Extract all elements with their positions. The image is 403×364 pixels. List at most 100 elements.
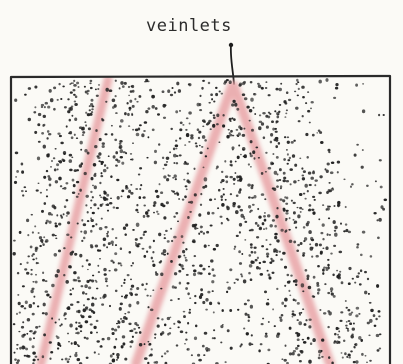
stipple-dot — [248, 205, 252, 209]
stipple-dot — [201, 145, 204, 148]
stipple-dot — [265, 114, 269, 118]
stipple-dot — [248, 119, 251, 122]
stipple-dot — [223, 82, 227, 85]
stipple-dot — [243, 327, 246, 330]
stipple-dot — [90, 229, 93, 233]
stipple-dot — [110, 124, 113, 127]
stipple-dot — [42, 124, 45, 127]
stipple-dot — [82, 131, 86, 134]
stipple-dot — [193, 255, 197, 258]
stipple-dot — [122, 151, 126, 154]
stipple-dot — [247, 183, 251, 187]
stipple-dot — [236, 278, 239, 281]
stipple-dot — [100, 345, 103, 348]
stipple-dot — [178, 269, 182, 273]
stipple-dot — [213, 337, 216, 340]
stipple-dot — [345, 228, 349, 233]
stipple-dot — [34, 130, 38, 134]
stipple-dot — [243, 97, 248, 101]
stipple-dot — [77, 309, 81, 314]
stipple-dot — [302, 95, 305, 99]
stipple-dot — [297, 81, 300, 84]
stipple-dot — [101, 142, 105, 145]
stipple-dot — [277, 142, 281, 145]
stipple-dot — [114, 138, 118, 142]
stipple-dot — [288, 289, 291, 293]
stipple-dot — [228, 132, 231, 135]
stipple-dot — [96, 155, 100, 158]
stipple-dot — [228, 80, 232, 85]
stipple-dot — [308, 359, 312, 364]
stipple-dot — [120, 81, 124, 85]
stipple-dot — [132, 128, 135, 131]
stipple-dot — [291, 154, 296, 158]
stipple-dot — [182, 310, 186, 313]
stipple-dot — [88, 315, 92, 319]
stipple-dot — [125, 317, 128, 320]
stipple-dot — [154, 333, 157, 336]
stipple-dot — [190, 136, 194, 140]
stipple-dot — [286, 280, 291, 284]
stipple-dot — [101, 145, 105, 148]
stipple-dot — [111, 227, 114, 231]
stipple-dot — [93, 185, 97, 190]
stipple-dot — [91, 279, 95, 283]
stipple-dot — [227, 218, 230, 222]
stipple-dot — [97, 84, 101, 86]
stipple-dot — [146, 294, 149, 297]
stipple-dot — [137, 326, 141, 329]
stipple-dot — [261, 222, 265, 226]
stipple-dot — [292, 211, 296, 215]
stipple-dot — [118, 142, 122, 145]
stipple-dot — [166, 350, 169, 353]
stipple-dot — [328, 233, 331, 236]
stipple-dot — [73, 341, 77, 346]
stipple-dot — [293, 240, 297, 244]
stipple-dot — [69, 131, 73, 135]
stipple-dot — [226, 134, 230, 139]
stipple-dot — [144, 357, 148, 360]
stipple-dot — [128, 94, 131, 97]
stipple-dot — [128, 106, 132, 110]
stipple-dot — [232, 177, 236, 181]
stipple-dot — [275, 138, 279, 142]
stipple-dot — [258, 126, 262, 131]
stipple-dot — [20, 304, 24, 308]
stipple-dot — [134, 322, 138, 326]
stipple-dot — [275, 145, 279, 149]
stipple-dot — [174, 178, 177, 181]
stipple-dot — [278, 250, 281, 253]
stipple-dot — [244, 312, 248, 316]
stipple-dot — [104, 133, 108, 136]
stipple-dot — [56, 347, 60, 350]
stipple-dot — [267, 348, 271, 352]
stipple-dot — [316, 281, 320, 286]
stipple-dot — [247, 319, 250, 322]
stipple-dot — [249, 304, 254, 309]
stipple-dot — [179, 121, 183, 125]
stipple-dot — [263, 214, 266, 218]
stipple-dot — [134, 128, 139, 132]
stipple-dot — [358, 336, 362, 340]
stipple-dot — [63, 152, 66, 156]
stipple-dot — [288, 217, 291, 220]
stipple-dot — [116, 178, 120, 182]
stipple-dot — [239, 188, 242, 192]
stipple-dot — [280, 82, 283, 85]
stipple-dot — [253, 195, 257, 199]
stipple-dot — [78, 321, 81, 325]
stipple-dot — [218, 90, 221, 93]
stipple-dot — [312, 275, 316, 279]
stipple-dot — [161, 318, 164, 321]
stipple-dot — [65, 199, 69, 202]
stipple-dot — [156, 324, 160, 328]
stipple-dot — [212, 114, 216, 117]
stipple-dot — [331, 361, 334, 364]
stipple-dot — [24, 268, 28, 271]
stipple-dot — [292, 218, 295, 221]
stipple-dot — [312, 211, 316, 215]
stipple-dot — [160, 355, 164, 358]
stipple-dot — [350, 311, 354, 314]
stipple-dot — [163, 175, 167, 179]
stipple-dot — [213, 198, 217, 201]
